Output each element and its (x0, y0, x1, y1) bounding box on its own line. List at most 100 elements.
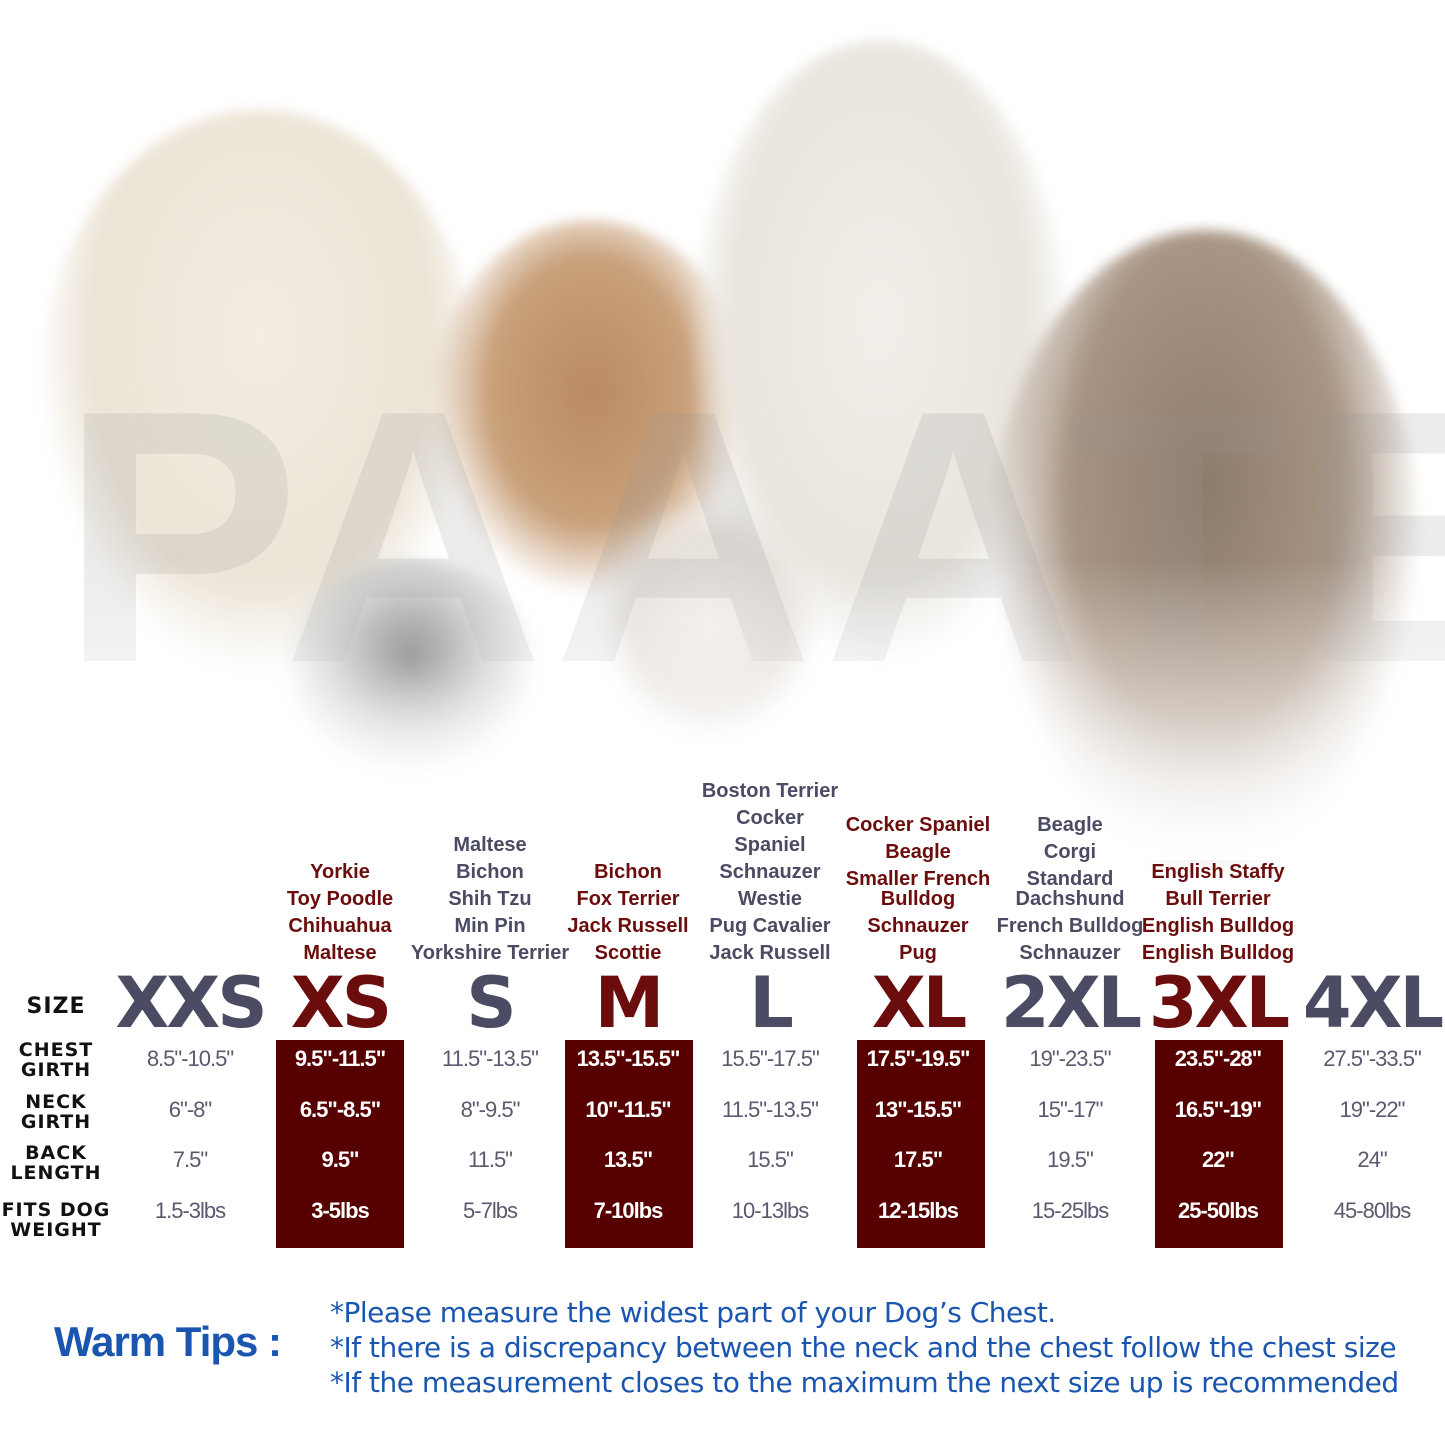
breed-name: Jack Russell (567, 915, 689, 937)
size-label-s: S (466, 962, 516, 1044)
breed-name: Schnauzer (719, 861, 821, 883)
row-label-back-length: BACK LENGTH (0, 1143, 112, 1183)
chest-value-3xl: 23.5"-28" (1174, 1046, 1262, 1071)
breed-name: Yorkie (310, 861, 370, 883)
breed-name: English Bulldog (1141, 915, 1295, 937)
back-value-4xl: 24" (1357, 1147, 1387, 1172)
back-value-3xl: 22" (1202, 1147, 1235, 1172)
back-value-xxs: 7.5" (172, 1147, 208, 1172)
neck-value-2xl: 15"-17" (1037, 1097, 1104, 1122)
breed-name: Cocker Spaniel (845, 814, 991, 836)
warm-tips-list: *Please measure the widest part of your … (330, 1295, 1399, 1400)
breed-name: Scottie (594, 942, 662, 964)
breed-name: Pug Cavalier (709, 915, 831, 937)
label-line: WEIGHT (10, 1219, 102, 1241)
weight-value-m: 7-10lbs (593, 1198, 664, 1223)
weight-value-xl: 12-15lbs (877, 1198, 959, 1223)
chest-value-m: 13.5"-15.5" (576, 1046, 681, 1071)
label-line: GIRTH (20, 1111, 92, 1133)
breed-name: Yorkshire Terrier (410, 942, 570, 964)
tip-line: *Please measure the widest part of your … (330, 1296, 1056, 1329)
neck-value-l: 11.5"-13.5" (722, 1097, 819, 1122)
chest-value-xxs: 8.5"-10.5" (146, 1046, 234, 1071)
neck-value-4xl: 19"-22" (1339, 1097, 1406, 1122)
tip-line: *If the measurement closes to the maximu… (330, 1366, 1399, 1399)
breed-list-s: Maltese Bichon Shih Tzu Min Pin Yorkshire Te… (410, 828, 570, 963)
back-value-xl: 17.5" (893, 1147, 943, 1172)
weight-value-s: 5-7lbs (463, 1198, 518, 1223)
breed-name: Bull Terrier (1165, 888, 1271, 910)
breed-list-2xl: Beagle Corgi Standard Dachshund French Bull… (990, 808, 1150, 963)
back-value-m: 13.5" (603, 1147, 653, 1172)
neck-value-s: 8"-9.5" (460, 1097, 521, 1122)
breed-list-xs: Yorkie Toy Poodle Chihuahua Maltese (260, 855, 420, 963)
weight-value-3xl: 25-50lbs (1177, 1198, 1259, 1223)
breed-name: Westie (737, 888, 803, 910)
breed-name: Standard Dachshund (1015, 868, 1125, 910)
neck-value-xs: 6.5"-8.5" (299, 1097, 381, 1122)
back-value-l: 15.5" (747, 1147, 794, 1172)
label-line: BACK (25, 1142, 87, 1164)
chest-value-xl: 17.5"-19.5" (866, 1046, 971, 1071)
weight-value-2xl: 15-25lbs (1031, 1198, 1109, 1223)
breed-name: Pug (899, 942, 937, 964)
breed-list-3xl: English Staffy Bull Terrier English Bulldo… (1138, 855, 1298, 963)
breed-name: Toy Poodle (286, 888, 394, 910)
weight-value-l: 10-13lbs (731, 1198, 809, 1223)
row-label-size: SIZE (26, 994, 86, 1019)
neck-value-xl: 13"-15.5" (874, 1097, 962, 1122)
label-line: GIRTH (20, 1059, 92, 1081)
label-line: LENGTH (10, 1162, 102, 1184)
warm-tips-title: Warm Tips : (54, 1318, 282, 1365)
size-label-2xl: 2XL (1000, 962, 1142, 1044)
highlight-column-xs (276, 1040, 404, 1248)
breed-name: Fox Terrier (576, 888, 680, 910)
size-label-m: M (594, 962, 665, 1044)
chest-value-2xl: 19"-23.5" (1029, 1046, 1111, 1071)
row-label-neck-girth: NECK GIRTH (0, 1092, 112, 1132)
breed-name: Spaniel (734, 834, 806, 856)
breed-name: Smaller French Bulldog (845, 868, 991, 910)
breed-list-l: Boston Terrier Cocker Spaniel Schnauzer West… (690, 774, 850, 963)
weight-value-xs: 3-5lbs (311, 1198, 370, 1223)
highlight-column-xl (857, 1040, 985, 1248)
size-label-l: L (749, 962, 794, 1044)
breed-name: Bichon (594, 861, 662, 883)
chest-value-4xl: 27.5"-33.5" (1323, 1046, 1422, 1071)
neck-value-m: 10"-11.5" (585, 1097, 671, 1122)
breed-name: English Staffy (1151, 861, 1285, 883)
breed-list-m: Bichon Fox Terrier Jack Russell Scottie (548, 855, 708, 963)
tip-line: *If there is a discrepancy between the n… (330, 1331, 1397, 1364)
label-line: FITS DOG (1, 1199, 111, 1221)
breed-name: Jack Russell (709, 942, 831, 964)
breed-name: Schnauzer (1019, 942, 1121, 964)
size-label-xl: XL (871, 962, 968, 1044)
chest-value-l: 15.5"-17.5" (721, 1046, 820, 1071)
row-label-chest-girth: CHEST GIRTH (0, 1040, 112, 1080)
breed-name: Beagle (885, 841, 951, 863)
breed-name: French Bulldog (996, 915, 1144, 937)
neck-value-xxs: 6"-8" (168, 1097, 212, 1122)
breed-list-xl: Cocker Spaniel Beagle Smaller French Bulld… (838, 808, 998, 963)
breed-name: English Bulldog (1141, 942, 1295, 964)
breed-name: Cocker (736, 807, 804, 829)
breed-name: Bichon (456, 861, 524, 883)
breed-name: Chihuahua (288, 915, 392, 937)
breed-name: Beagle (1037, 814, 1103, 836)
chest-value-xs: 9.5"-11.5" (294, 1046, 386, 1071)
breed-name: Boston Terrier (701, 780, 839, 802)
weight-value-4xl: 45-80lbs (1333, 1198, 1411, 1223)
size-label-4xl: 4XL (1302, 962, 1444, 1044)
back-value-2xl: 19.5" (1047, 1147, 1094, 1172)
breed-name: Maltese (453, 834, 527, 856)
label-line: NECK (25, 1091, 87, 1113)
size-label-3xl: 3XL (1148, 962, 1290, 1044)
label-line: CHEST (18, 1039, 94, 1061)
neck-value-3xl: 16.5"-19" (1174, 1097, 1262, 1122)
breed-name: Shih Tzu (448, 888, 532, 910)
breed-name: Maltese (303, 942, 377, 964)
row-label-fits-dog-weight: FITS DOG WEIGHT (0, 1200, 112, 1240)
chest-value-s: 11.5"-13.5" (442, 1046, 539, 1071)
breed-name: Min Pin (454, 915, 526, 937)
